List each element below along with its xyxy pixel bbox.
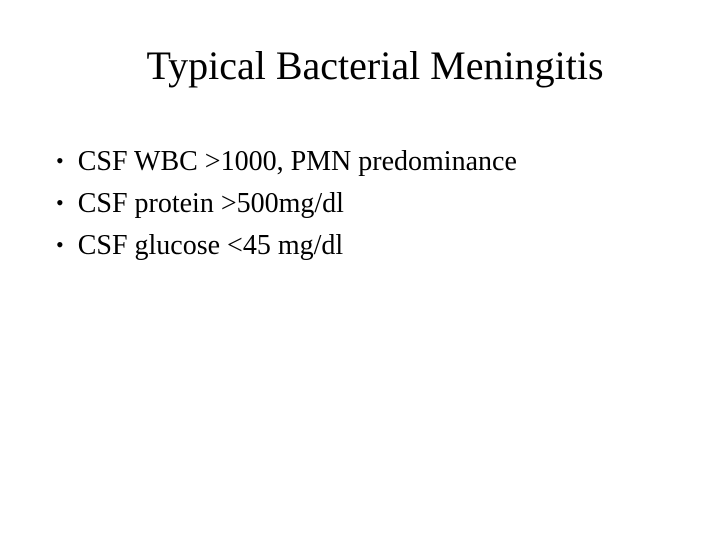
slide-title: Typical Bacterial Meningitis [50, 42, 670, 89]
list-item: • CSF protein >500mg/dl [56, 185, 670, 223]
list-item: • CSF WBC >1000, PMN predominance [56, 143, 670, 181]
bullet-text: CSF protein >500mg/dl [78, 185, 670, 223]
slide-container: Typical Bacterial Meningitis • CSF WBC >… [0, 0, 720, 540]
bullet-text: CSF WBC >1000, PMN predominance [78, 143, 670, 181]
bullet-text: CSF glucose <45 mg/dl [78, 227, 670, 265]
bullet-icon: • [56, 143, 64, 178]
bullet-icon: • [56, 185, 64, 220]
bullet-icon: • [56, 227, 64, 262]
bullet-list: • CSF WBC >1000, PMN predominance • CSF … [50, 143, 670, 264]
list-item: • CSF glucose <45 mg/dl [56, 227, 670, 265]
